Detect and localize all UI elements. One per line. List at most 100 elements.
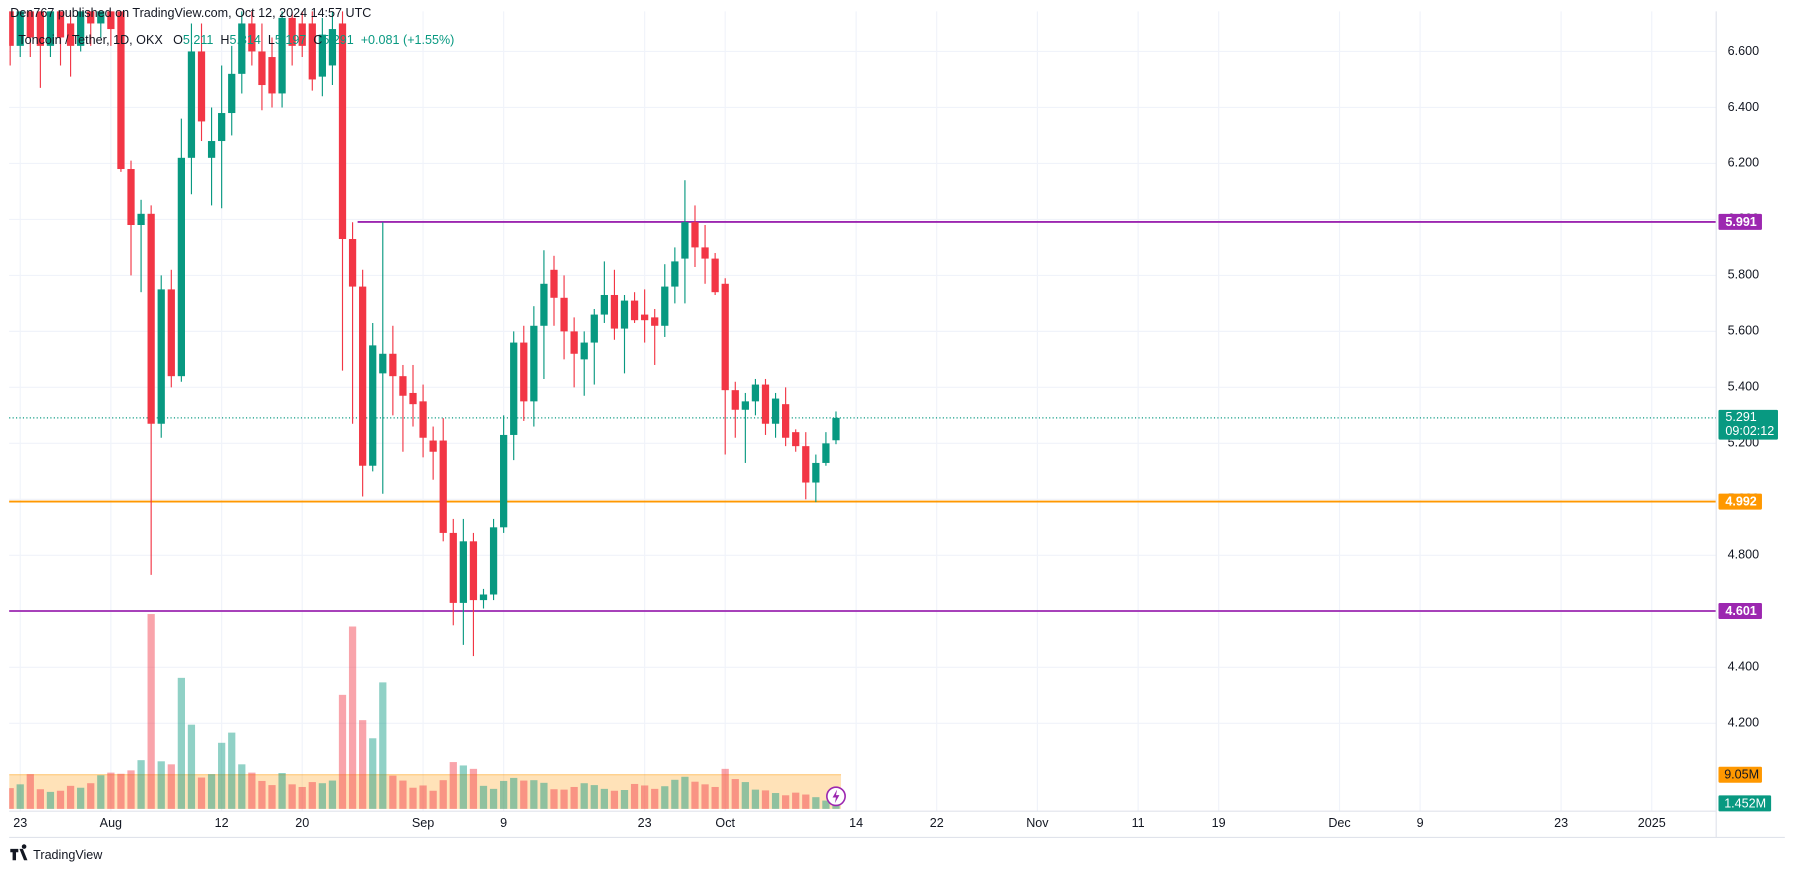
- candle-body: [731, 390, 739, 410]
- volume-bar: [87, 783, 95, 809]
- volume-last-tag: [1718, 795, 1772, 812]
- candle-body: [610, 294, 619, 329]
- volume-bar: [771, 793, 780, 809]
- volume-bar: [782, 795, 790, 809]
- y-tick-label: 5.400: [1728, 380, 1759, 394]
- x-tick-label: 9: [1417, 816, 1424, 830]
- candle-body: [429, 440, 437, 452]
- candle-body: [721, 283, 729, 391]
- x-tick-label: 23: [13, 816, 27, 830]
- volume-bar: [97, 775, 105, 809]
- candle-body: [298, 23, 306, 46]
- volume-bar: [822, 800, 830, 809]
- candle-body: [459, 541, 467, 603]
- candle-body: [177, 157, 185, 377]
- candle-body: [137, 213, 145, 226]
- y-tick-label: 6.400: [1728, 100, 1759, 114]
- volume-last-label: 1.452M: [1724, 796, 1766, 810]
- y-tick-label: 5.800: [1728, 268, 1759, 282]
- candle-body: [238, 23, 246, 74]
- candle-body: [550, 269, 558, 298]
- candle-body: [228, 73, 236, 114]
- candle-body: [489, 527, 498, 595]
- candle-body: [56, 11, 65, 38]
- volume-bar: [379, 682, 387, 809]
- volume-bar: [298, 786, 306, 809]
- level-label: 5.991: [1725, 215, 1756, 229]
- candle-body: [399, 376, 407, 396]
- candle-body: [701, 247, 709, 259]
- candle-body: [87, 11, 95, 24]
- candle-body: [26, 11, 34, 38]
- ohlc-value: 5.211: [183, 33, 214, 47]
- volume-bar: [681, 776, 689, 809]
- candle-body: [419, 401, 427, 438]
- volume-bar: [429, 790, 437, 809]
- x-tick-label: 19: [1212, 816, 1226, 830]
- volume-bar: [9, 788, 14, 809]
- x-tick-label: Oct: [715, 816, 735, 830]
- y-tick-label: 4.800: [1728, 548, 1759, 562]
- legend: Toncoin / Tether, 1D, OKX O5.211 H5.314 …: [18, 33, 454, 47]
- volume-bar: [560, 789, 568, 809]
- volume-pane: [9, 614, 842, 809]
- volume-bar: [66, 785, 75, 809]
- candle-body: [66, 23, 75, 46]
- candle-body: [218, 113, 226, 142]
- volume-bar: [500, 780, 508, 809]
- candle-body: [782, 404, 790, 438]
- candle-body: [671, 261, 679, 287]
- ohlc-value: 5.291: [322, 33, 353, 47]
- candles: [9, 11, 840, 657]
- candle-body: [348, 239, 357, 287]
- volume-bar: [741, 782, 749, 809]
- level-tag: [1718, 603, 1762, 620]
- realtime-icon-bolt: [832, 789, 840, 804]
- volume-bar: [812, 797, 820, 809]
- candle-body: [832, 417, 840, 441]
- volume-bar: [258, 780, 266, 809]
- volume-bar: [228, 732, 236, 809]
- candle-body: [792, 432, 800, 447]
- candle-body: [308, 23, 316, 80]
- candle-body: [187, 51, 196, 158]
- change: +0.081 (+1.55%): [361, 33, 455, 47]
- volume-bar: [510, 777, 518, 809]
- countdown: 09:02:12: [1725, 424, 1774, 438]
- level-label: 4.992: [1725, 494, 1756, 508]
- levels: [9, 221, 1717, 612]
- volume-bar: [520, 780, 528, 809]
- candle-body: [590, 314, 598, 343]
- candle-body: [560, 297, 568, 332]
- x-tick-label: 12: [215, 816, 229, 830]
- volume-bar: [570, 786, 578, 809]
- volume-bar: [389, 775, 397, 809]
- x-tick-label: 9: [500, 816, 507, 830]
- candle-body: [812, 462, 820, 483]
- volume-bar: [530, 780, 538, 809]
- x-tick-label: Dec: [1328, 816, 1350, 830]
- volume-bar: [308, 782, 316, 809]
- candle-body: [661, 286, 669, 326]
- candle-body: [449, 532, 457, 603]
- volume-ma-area: [9, 774, 842, 809]
- candle-body: [620, 300, 629, 329]
- y-tick-label: 6.600: [1728, 44, 1759, 58]
- volume-bar: [550, 789, 558, 809]
- volume-bar: [449, 762, 457, 809]
- candle-body: [751, 384, 760, 402]
- symbol-title: Toncoin / Tether, 1D, OKX: [18, 33, 163, 47]
- candle-body: [318, 34, 326, 77]
- candle-body: [379, 353, 387, 374]
- volume-bar: [127, 770, 135, 809]
- brand-logo: TradingView: [10, 844, 103, 862]
- candle-body: [328, 29, 337, 66]
- x-tick-label: Aug: [100, 816, 122, 830]
- volume-bar: [489, 788, 498, 809]
- candle-body: [570, 331, 578, 354]
- candle-body: [479, 594, 488, 601]
- axes: 4.2004.4004.6004.8005.0005.2005.4005.600…: [13, 44, 1778, 830]
- volume-bar: [56, 790, 65, 809]
- y-tick-label: 6.200: [1728, 156, 1759, 170]
- volume-bar: [36, 789, 44, 809]
